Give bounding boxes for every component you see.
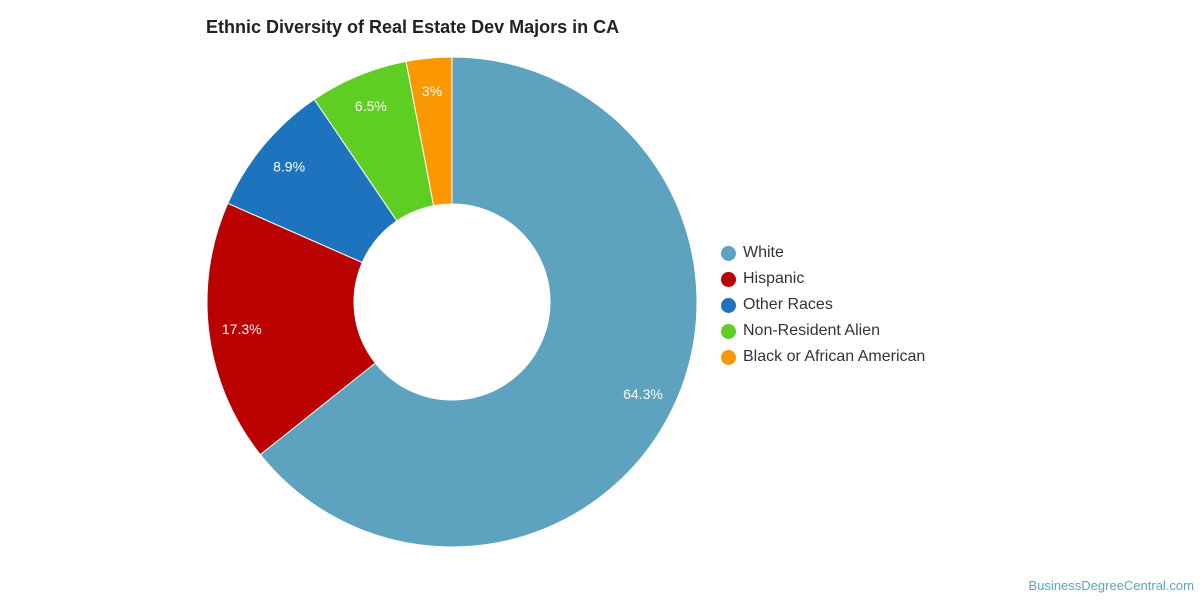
chart-legend: White Hispanic Other Races Non-Resident Ali…	[721, 240, 925, 370]
legend-item-black-or-african-american[interactable]: Black or African American	[721, 344, 925, 370]
data-label-non-resident-alien: 6.5%	[355, 98, 387, 114]
legend-label: Black or African American	[743, 348, 926, 365]
slice-black-or-african-american[interactable]	[405, 56, 453, 207]
data-label-white: 64.3%	[623, 386, 663, 402]
legend-label: Hispanic	[743, 270, 805, 287]
legend-swatch	[721, 349, 736, 365]
legend-label: Other Races	[743, 296, 833, 313]
legend-swatch	[721, 297, 736, 313]
legend-item-non-resident-alien[interactable]: Non-Resident Alien	[721, 318, 925, 344]
legend-label: Non-Resident Alien	[743, 322, 880, 339]
legend-item-white[interactable]: White	[721, 240, 925, 266]
data-label-hispanic: 17.3%	[222, 321, 262, 337]
source-watermark[interactable]: BusinessDegreeCentral.com	[1028, 578, 1194, 593]
data-label-black-or-african-american: 3%	[422, 83, 442, 99]
slices-layer	[206, 56, 698, 548]
legend-item-other-races[interactable]: Other Races	[721, 292, 925, 318]
labels-layer: 64.3% 17.3% 8.9% 6.5% 3%	[222, 83, 663, 402]
legend-swatch	[721, 323, 736, 339]
chart-title: Ethnic Diversity of Real Estate Dev Majo…	[206, 17, 620, 37]
slice-hispanic[interactable]	[206, 202, 377, 456]
legend-swatch	[721, 271, 736, 287]
legend-swatch	[721, 245, 736, 261]
legend-label: White	[743, 244, 784, 261]
slice-white[interactable]	[259, 56, 698, 548]
legend-item-hispanic[interactable]: Hispanic	[721, 266, 925, 292]
data-label-other-races: 8.9%	[273, 158, 305, 174]
